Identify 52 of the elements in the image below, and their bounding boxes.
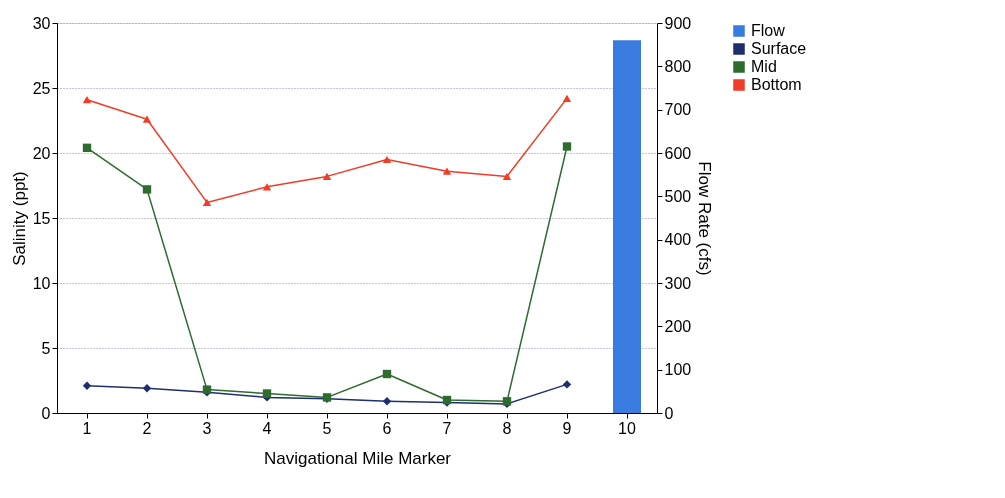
y-tick-label: 15: [32, 209, 51, 227]
y-tick-label: 20: [32, 144, 51, 162]
legend-label: Mid: [751, 58, 777, 75]
point: [562, 94, 572, 103]
y2-tick-label: 900: [664, 14, 692, 32]
point: [142, 384, 152, 393]
y-axis-title: Salinity (ppt): [9, 171, 29, 266]
y-tick-label: 5: [41, 339, 51, 357]
x-tick-label: 5: [322, 419, 332, 437]
x-tick-label: 8: [502, 419, 512, 437]
x-tick-label: 2: [142, 419, 152, 437]
point: [82, 381, 92, 390]
y2-tick-label: 0: [664, 404, 674, 422]
legend-label: Flow: [751, 22, 786, 39]
point: [142, 115, 152, 123]
point: [442, 167, 452, 175]
point: [262, 389, 272, 398]
y2-axis-title: Flow Rate (cfs): [695, 161, 715, 276]
x-tick-label: 10: [618, 419, 636, 437]
x-tick-label: 6: [382, 419, 392, 437]
point: [382, 369, 392, 379]
y-tick-label: 30: [32, 14, 51, 32]
x-axis-title: Navigational Mile Marker: [263, 448, 452, 468]
y2-tick-label: 500: [664, 187, 692, 205]
point: [562, 380, 572, 389]
y2-tick-label: 300: [664, 274, 692, 292]
x-tick-label: 4: [262, 419, 272, 437]
point: [322, 172, 332, 181]
point: [142, 185, 152, 194]
point: [202, 198, 212, 207]
point: [562, 142, 572, 151]
y2-tick-label: 600: [664, 144, 692, 162]
point: [262, 183, 272, 191]
y-tick-label: 10: [32, 274, 51, 292]
y2-tick-label: 700: [664, 101, 692, 119]
x-tick-label: 7: [442, 419, 452, 437]
y2-tick-label: 200: [664, 317, 692, 335]
x-tick-label: 1: [82, 419, 92, 437]
point: [382, 397, 392, 406]
x-tick-label: 3: [202, 419, 212, 437]
point: [382, 155, 392, 164]
y2-tick-label: 400: [664, 231, 692, 249]
y2-tick-label: 800: [664, 57, 692, 75]
y-tick-label: 0: [41, 404, 51, 422]
legend-label: Surface: [751, 40, 807, 57]
x-tick-label: 9: [562, 419, 572, 437]
y-tick-label: 25: [32, 79, 51, 97]
point: [502, 172, 512, 181]
point: [82, 143, 92, 152]
legend-label: Bottom: [751, 76, 802, 93]
point: [82, 96, 92, 104]
y2-tick-label: 100: [664, 361, 692, 379]
